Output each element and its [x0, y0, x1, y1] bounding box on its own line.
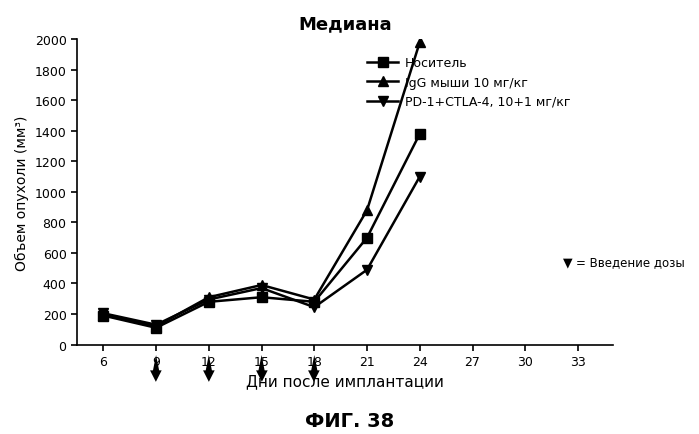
Legend: Носитель, IgG мыши 10 мг/кг, PD-1+CTLA-4, 10+1 мг/кг: Носитель, IgG мыши 10 мг/кг, PD-1+CTLA-4…	[362, 53, 575, 114]
Text: ▼: ▼	[203, 368, 215, 383]
Y-axis label: Объем опухоли (мм³): Объем опухоли (мм³)	[15, 115, 29, 270]
Text: ▼: ▼	[256, 368, 268, 383]
Text: = Введение дозы: = Введение дозы	[576, 256, 684, 269]
Text: ▼: ▼	[563, 256, 572, 269]
Title: Медиана: Медиана	[298, 15, 392, 33]
Text: ▼: ▼	[308, 368, 320, 383]
Text: ФИГ. 38: ФИГ. 38	[305, 411, 394, 430]
X-axis label: Дни после имплантации: Дни после имплантации	[246, 374, 444, 389]
Text: ▼: ▼	[150, 368, 162, 383]
